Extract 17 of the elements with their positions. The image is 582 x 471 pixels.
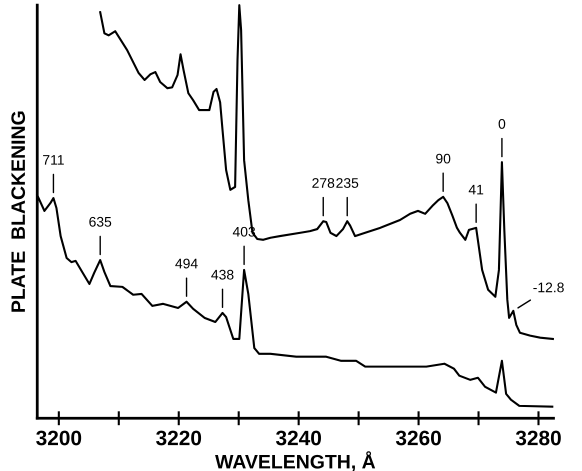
annotation: 235 [336, 178, 358, 188]
annotation: -12.8 [533, 282, 564, 292]
annotation: 41 [468, 184, 484, 194]
annotation: 438 [211, 270, 234, 280]
x-tick-label: 3200 [36, 430, 82, 446]
x-tick-label: 3220 [156, 430, 202, 446]
x-axis-title: WAVELENGTH, Å [215, 451, 376, 471]
annotation: 635 [89, 216, 112, 227]
annotation: 90 [436, 154, 450, 164]
x-tick-label: 3280 [516, 430, 561, 446]
x-tick-label: 3240 [276, 430, 321, 446]
x-tick-label: 3260 [396, 430, 441, 446]
y-axis-title: PLATE BLACKENING [11, 112, 26, 312]
annotation: 278 [312, 178, 334, 188]
annotation: 0 [498, 119, 506, 129]
annotation: 494 [175, 258, 198, 268]
annotation: 711 [43, 155, 64, 165]
